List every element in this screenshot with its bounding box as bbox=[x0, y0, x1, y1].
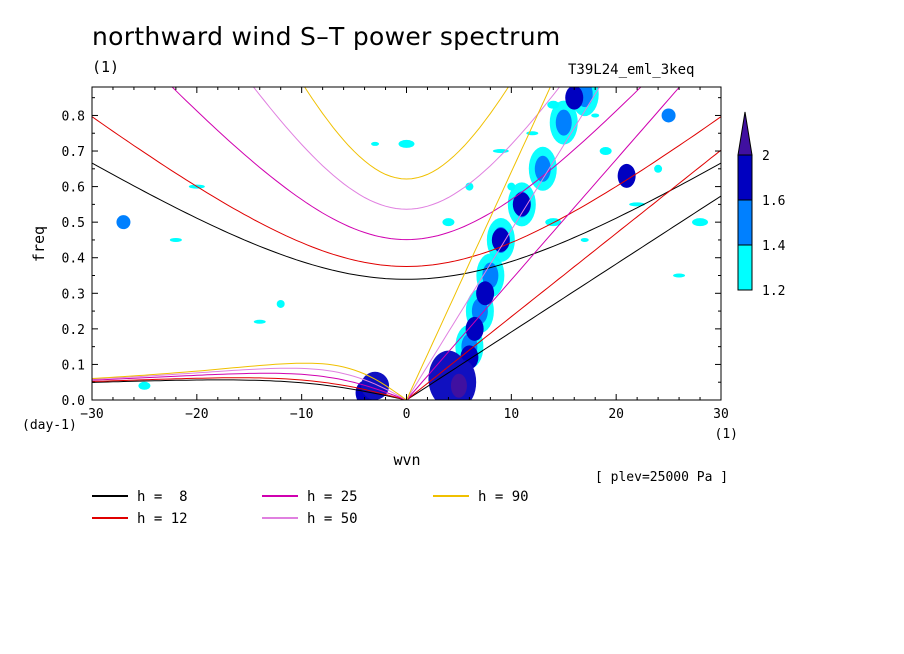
legend-label: h = 50 bbox=[307, 511, 358, 527]
power-patch bbox=[371, 141, 380, 146]
x-tick-label: 10 bbox=[504, 407, 520, 422]
power-patch bbox=[692, 218, 709, 227]
legend-label: h = 8 bbox=[137, 489, 188, 505]
x-tick-label: −30 bbox=[80, 407, 103, 422]
power-region bbox=[512, 192, 531, 217]
rossby-curve bbox=[92, 367, 407, 400]
power-patch bbox=[276, 299, 285, 308]
x-tick-label: −10 bbox=[290, 407, 313, 422]
power-patch bbox=[654, 164, 663, 173]
power-region bbox=[661, 108, 676, 123]
y-tick-label: 0.3 bbox=[62, 287, 85, 302]
power-core bbox=[361, 371, 390, 400]
legend-label: h = 12 bbox=[137, 511, 188, 527]
power-region bbox=[617, 163, 636, 188]
y-tick-label: 0.4 bbox=[62, 252, 86, 267]
power-patch bbox=[591, 113, 600, 118]
legend-label: h = 25 bbox=[307, 489, 358, 505]
power-region bbox=[491, 227, 510, 252]
y-axis-title: freq bbox=[30, 226, 48, 262]
power-region bbox=[535, 161, 550, 176]
colorbar-label: 2 bbox=[762, 149, 770, 164]
colorbar-segment bbox=[737, 199, 753, 246]
kelvin-curve bbox=[406, 149, 721, 400]
inertio-gravity-curve bbox=[171, 87, 642, 241]
colorbar-segment bbox=[737, 244, 753, 291]
legend: h = 8 h = 12 h = 25 h = 50 h = 90 bbox=[92, 489, 529, 527]
x-tick-label: 0 bbox=[403, 407, 411, 422]
colorbar-label: 1.6 bbox=[762, 194, 785, 209]
rossby-curve bbox=[92, 362, 407, 400]
plot-frame bbox=[91, 86, 722, 401]
kelvin-curve bbox=[406, 87, 601, 400]
kelvin-curve bbox=[406, 87, 551, 400]
pressure-level-label: [ plev=25000 Pa ] bbox=[595, 470, 729, 485]
power-region bbox=[565, 87, 584, 110]
colorbar-segment bbox=[737, 154, 753, 201]
y-tick-label: 0.1 bbox=[62, 358, 85, 373]
kelvin-curve bbox=[406, 195, 721, 400]
power-patch bbox=[138, 381, 151, 390]
power-patch bbox=[580, 237, 589, 242]
colorbar: 1.2 1.4 1.6 2 bbox=[737, 111, 786, 299]
colorbar-triangle bbox=[737, 111, 753, 156]
power-patch bbox=[492, 149, 509, 154]
y-tick-label: 0.5 bbox=[62, 216, 85, 231]
x-axis-unit: (1) bbox=[715, 427, 738, 442]
title-unit: (1) bbox=[92, 58, 120, 76]
x-tick-label: −20 bbox=[185, 407, 208, 422]
power-region bbox=[476, 281, 495, 306]
rossby-curve bbox=[92, 379, 407, 400]
colorbar-label: 1.2 bbox=[762, 284, 785, 299]
power-patch bbox=[169, 237, 182, 242]
inertio-gravity-curve bbox=[92, 162, 721, 280]
y-axis-unit: (day-1) bbox=[22, 418, 77, 433]
legend-label: h = 90 bbox=[478, 489, 529, 505]
axes: −30 −20 −10 0 10 20 30 0.0 0.1 0.2 0.3 0.4 0.5 0.6 0.7… bbox=[62, 87, 729, 422]
colorbar-label: 1.4 bbox=[762, 239, 786, 254]
chart-title: northward wind S–T power spectrum bbox=[92, 22, 561, 51]
inertio-gravity-curve bbox=[252, 87, 561, 210]
x-tick-label: 20 bbox=[608, 407, 624, 422]
power-patch bbox=[442, 218, 455, 227]
rossby-curve bbox=[92, 372, 407, 400]
kelvin-curve bbox=[406, 87, 681, 400]
y-tick-label: 0.7 bbox=[62, 145, 85, 160]
x-axis-title: wvn bbox=[393, 451, 420, 469]
rossby-curve bbox=[92, 377, 407, 400]
power-patch bbox=[599, 147, 612, 156]
y-tick-label: 0.6 bbox=[62, 181, 85, 196]
power-core-max bbox=[450, 373, 467, 398]
power-patch bbox=[398, 139, 415, 148]
power-patch bbox=[253, 319, 266, 324]
power-patch bbox=[673, 273, 686, 278]
y-tick-label: 0.0 bbox=[62, 394, 85, 409]
y-tick-label: 0.2 bbox=[62, 323, 85, 338]
power-band-mid bbox=[555, 109, 572, 136]
y-tick-label: 0.8 bbox=[62, 109, 85, 124]
power-region bbox=[465, 316, 484, 341]
inertio-gravity-curve bbox=[304, 87, 509, 180]
dispersion-curves bbox=[92, 87, 721, 400]
inertio-gravity-curve bbox=[92, 116, 721, 268]
power-region bbox=[116, 215, 131, 230]
x-tick-label: 30 bbox=[713, 407, 729, 422]
case-name-label: T39L24_eml_3keq bbox=[568, 62, 695, 78]
